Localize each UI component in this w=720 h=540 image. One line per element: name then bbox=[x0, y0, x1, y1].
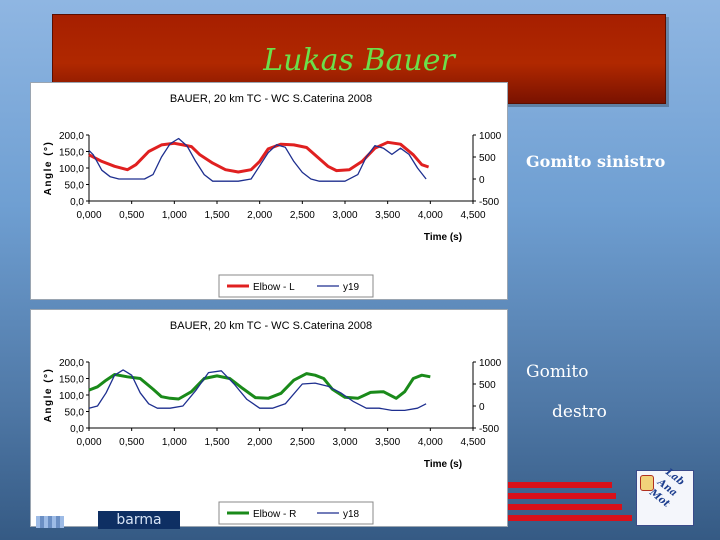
x-tick-label: 1,000 bbox=[162, 210, 187, 221]
slide-title: Lukas Bauer bbox=[263, 43, 455, 78]
x-axis-label: Time (s) bbox=[424, 232, 462, 243]
stripe bbox=[508, 504, 622, 510]
x-tick-label: 2,000 bbox=[247, 210, 272, 221]
chart-panel-right-elbow: BAUER, 20 km TC - WC S.Caterina 2008 200,… bbox=[30, 309, 508, 527]
chart-title: BAUER, 20 km TC - WC S.Caterina 2008 bbox=[170, 320, 372, 332]
chart-left-elbow: BAUER, 20 km TC - WC S.Caterina 2008 200,… bbox=[43, 93, 502, 298]
y-tick-label-left: 200,0 bbox=[59, 131, 84, 142]
y-tick-label-right: 1000 bbox=[479, 131, 502, 142]
chart-legend: Elbow - L y19 bbox=[218, 274, 374, 298]
y-tick-label-right: 0 bbox=[479, 175, 485, 186]
x-tick-label: 4,500 bbox=[460, 210, 485, 221]
series-line-1 bbox=[88, 369, 427, 412]
x-tick-label: 3,000 bbox=[332, 210, 357, 221]
y-tick-label-left: 0,0 bbox=[70, 424, 84, 435]
series-line-0 bbox=[88, 140, 430, 174]
x-tick-label: 1,500 bbox=[204, 437, 229, 448]
logo-word: barma bbox=[98, 511, 180, 529]
x-tick-label: 2,500 bbox=[290, 437, 315, 448]
legend-label-0: Elbow - R bbox=[253, 509, 296, 520]
y-tick-label-left: 50,0 bbox=[65, 181, 85, 192]
x-tick-label: 0,000 bbox=[76, 210, 101, 221]
stripe bbox=[508, 482, 612, 488]
x-axis-label: Time (s) bbox=[424, 459, 462, 470]
x-tick-label: 3,500 bbox=[375, 437, 400, 448]
chart-panel-left-elbow: BAUER, 20 km TC - WC S.Caterina 2008 200,… bbox=[30, 82, 508, 300]
x-tick-label: 4,000 bbox=[418, 437, 443, 448]
x-tick-label: 0,500 bbox=[119, 437, 144, 448]
legend-box bbox=[218, 274, 374, 298]
y-tick-label-right: -500 bbox=[479, 424, 499, 435]
stripe bbox=[508, 493, 616, 499]
y-tick-label-left: 100,0 bbox=[59, 164, 84, 175]
x-tick-label: 1,500 bbox=[204, 210, 229, 221]
x-tick-label: 3,000 bbox=[332, 437, 357, 448]
series-line-1 bbox=[88, 137, 427, 182]
y-tick-label-right: -500 bbox=[479, 197, 499, 208]
label-left-elbow: Gomito sinistro bbox=[526, 152, 666, 171]
legend-label-1: y19 bbox=[343, 282, 360, 293]
logo-icon bbox=[36, 516, 64, 528]
chart-title: BAUER, 20 km TC - WC S.Caterina 2008 bbox=[170, 93, 372, 105]
y-tick-label-left: 150,0 bbox=[59, 148, 84, 159]
x-tick-label: 2,000 bbox=[247, 437, 272, 448]
y-axis-label: Angle (°) bbox=[43, 368, 54, 423]
legend-label-0: Elbow - L bbox=[253, 282, 295, 293]
x-tick-label: 4,500 bbox=[460, 437, 485, 448]
decorative-stripes bbox=[508, 482, 632, 522]
x-tick-label: 4,000 bbox=[418, 210, 443, 221]
chart-legend: Elbow - R y18 bbox=[218, 501, 374, 525]
y-tick-label-left: 50,0 bbox=[65, 408, 85, 419]
label-right-elbow-line1: Gomito bbox=[526, 362, 589, 382]
y-tick-label-left: 0,0 bbox=[70, 197, 84, 208]
stripe bbox=[508, 515, 632, 521]
x-tick-label: 1,000 bbox=[162, 437, 187, 448]
y-tick-label-right: 0 bbox=[479, 402, 485, 413]
x-tick-label: 0,000 bbox=[76, 437, 101, 448]
crest-badge-icon: Lab Ana Mot bbox=[636, 467, 694, 526]
label-right-elbow-line2: destro bbox=[552, 402, 607, 422]
legend-label-1: y18 bbox=[343, 509, 360, 520]
seal-icon bbox=[640, 475, 654, 491]
y-tick-label-left: 150,0 bbox=[59, 375, 84, 386]
y-tick-label-left: 100,0 bbox=[59, 391, 84, 402]
series-line-0 bbox=[88, 372, 431, 401]
y-tick-label-right: 500 bbox=[479, 380, 496, 391]
chart-right-elbow: BAUER, 20 km TC - WC S.Caterina 2008 200,… bbox=[43, 320, 502, 525]
y-tick-label-right: 500 bbox=[479, 153, 496, 164]
x-tick-label: 0,500 bbox=[119, 210, 144, 221]
y-tick-label-right: 1000 bbox=[479, 358, 502, 369]
legend-box bbox=[218, 501, 374, 525]
x-tick-label: 3,500 bbox=[375, 210, 400, 221]
y-tick-label-left: 200,0 bbox=[59, 358, 84, 369]
y-axis-label: Angle (°) bbox=[43, 141, 54, 196]
x-tick-label: 2,500 bbox=[290, 210, 315, 221]
